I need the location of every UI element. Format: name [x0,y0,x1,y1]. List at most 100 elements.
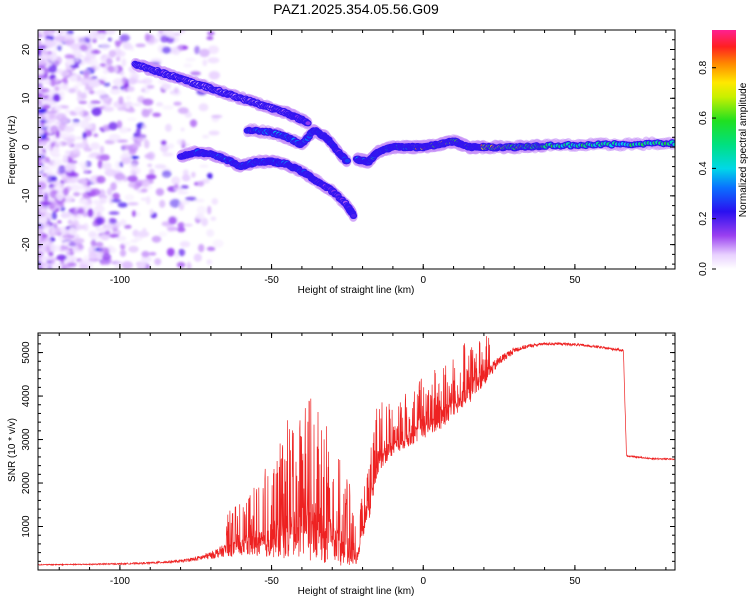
noise-speck [95,227,107,232]
noise-speck [193,253,202,262]
noise-speck [140,197,147,201]
noise-speck [108,133,121,142]
noise-speck [127,175,138,182]
noise-speck [90,100,101,104]
noise-speck [69,43,82,50]
noise-speck [167,226,179,231]
noise-speck [178,44,183,52]
noise-speck [179,30,186,34]
noise-speck [112,192,120,200]
noise-speck [206,246,216,251]
noise-speck [107,37,113,42]
noise-speck [131,210,137,218]
ridge-blob-core [344,158,350,163]
snr-y-label: SNR (10 * v/v) [7,418,18,482]
noise-speck [73,234,80,239]
noise-speck [124,194,135,201]
noise-speck [119,70,125,76]
noise-speck [64,54,76,59]
noise-speck [38,39,41,47]
noise-speck [190,71,201,76]
noise-speck [38,34,44,38]
noise-speck [116,50,126,58]
noise-speck [160,144,169,153]
noise-speck [63,249,71,254]
noise-speck [80,92,87,100]
noise-speck [38,181,47,190]
noise-speck [108,234,120,238]
noise-speck [61,176,73,181]
spectrogram-frame [37,29,676,270]
noise-speck [144,153,153,159]
noise-speck [95,64,101,70]
noise-speck [91,124,96,133]
noise-speck [106,58,113,65]
colorbar-tick-label: 0.8 [698,60,709,74]
noise-speck [121,76,127,85]
noise-speck [99,196,107,204]
noise-speck [127,117,137,122]
snr-frame [37,332,676,571]
noise-speck [149,208,154,215]
noise-speck [50,125,59,134]
noise-speck [67,138,73,147]
noise-speck [69,227,76,236]
noise-speck [73,192,81,197]
noise-speck [151,235,162,243]
noise-speck [52,93,61,103]
noise-speck [122,41,132,50]
y-tick-label: 10 [21,92,32,104]
noise-speck [169,33,176,39]
spectrogram-y-ticks: -20 -10 0 10 20 [21,29,675,265]
noise-speck [87,42,92,49]
noise-speck [99,63,106,67]
y-tick-label: 20 [21,44,32,56]
noise-speck [88,251,97,261]
noise-speck [83,202,93,209]
colorbar-ticks: 0.0 0.2 0.4 0.6 0.8 [698,60,716,276]
noise-speck [77,108,84,118]
noise-speck [67,235,74,244]
noise-speck [125,101,133,107]
snr-series-line [38,336,675,567]
noise-speck [38,235,43,240]
y-tick-label: -10 [21,188,32,203]
noise-speck [41,88,50,93]
noise-speck [158,231,168,237]
noise-speck [128,148,137,156]
noise-speck [51,212,57,220]
snr-x-ticks: -100 -50 0 50 [58,333,667,587]
noise-speck [148,252,157,256]
noise-speck [141,124,147,129]
noise-speck [141,180,150,188]
noise-speck [119,219,127,226]
noise-speck [172,46,181,56]
noise-speck [129,169,138,176]
noise-speck [54,142,63,146]
noise-speck [149,168,155,176]
noise-speck [185,57,196,62]
colorbar-tick-label: 0.0 [698,262,709,276]
noise-speck [178,248,186,257]
noise-speck [57,232,62,237]
noise-speck [90,239,97,248]
noise-speck [115,56,121,62]
noise-speck [127,86,135,92]
noise-speck [154,258,162,266]
noise-speck [207,205,212,215]
noise-speck [39,140,45,149]
noise-speck [168,216,177,225]
noise-speck [89,188,101,196]
x-tick-label: -100 [110,576,130,587]
noise-speck [90,49,101,55]
noise-speck [88,264,94,269]
noise-speck [179,200,190,205]
colorbar-gradient [712,30,736,269]
noise-speck [146,174,157,180]
colorbar-tick-label: 0.2 [698,211,709,225]
noise-speck [176,261,186,268]
noise-speck [137,230,150,238]
ridge-lower-branch [176,145,358,222]
noise-speck [38,55,43,60]
noise-speck [55,191,65,201]
